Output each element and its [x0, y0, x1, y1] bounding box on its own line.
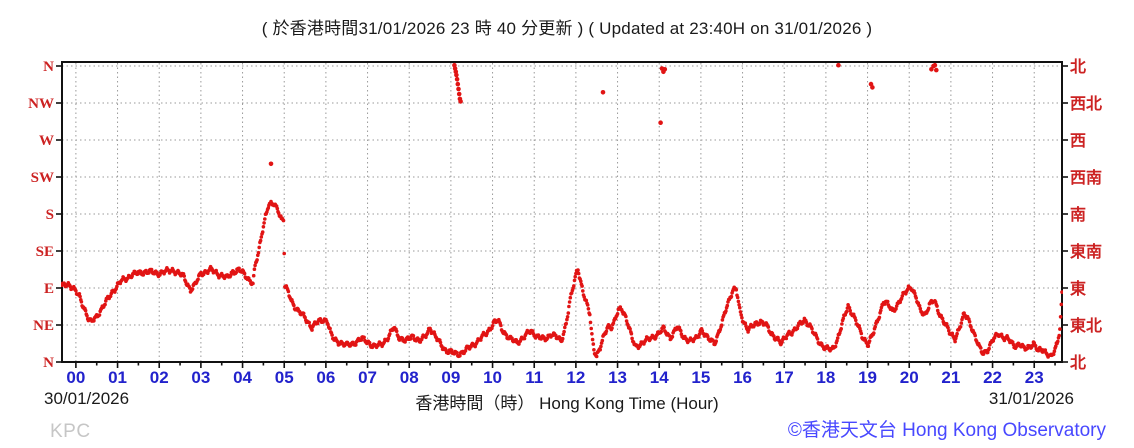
hour-label: 00: [66, 368, 85, 387]
hour-label: 08: [400, 368, 419, 387]
hour-label: 04: [233, 368, 252, 387]
end-date-label: 31/01/2026: [988, 389, 1074, 408]
y-axis-labels-left: N NE E SE S SW W NW N: [28, 59, 54, 371]
hour-label: 05: [275, 368, 294, 387]
hour-label: 18: [816, 368, 835, 387]
compass-label-right: 北: [1070, 58, 1086, 76]
hour-label: 14: [650, 368, 669, 387]
hour-label: 23: [1025, 368, 1044, 387]
compass-label-left: NW: [28, 96, 54, 112]
compass-label-right: 東: [1070, 279, 1086, 298]
x-axis-hour-labels: 00 01 02 03 04 05 06 07 08 09 10 11 12 13 14 15 16 17 18 19…: [66, 368, 1043, 387]
compass-label-right: 西南: [1070, 168, 1102, 187]
hour-label: 06: [316, 368, 335, 387]
compass-label-right: 東南: [1070, 242, 1102, 261]
compass-label-right: 東北: [1070, 316, 1102, 335]
compass-label-right: 南: [1070, 205, 1086, 224]
hour-label: 01: [108, 368, 127, 387]
hour-label: 07: [358, 368, 377, 387]
hour-label: 02: [150, 368, 169, 387]
compass-label-left: NE: [33, 318, 54, 334]
hour-label: 15: [691, 368, 710, 387]
hour-label: 19: [858, 368, 877, 387]
hour-label: 21: [941, 368, 960, 387]
compass-label-right: 北: [1070, 354, 1086, 372]
hour-label: 22: [983, 368, 1002, 387]
axis-ticks: [56, 65, 1068, 368]
hour-label: 20: [900, 368, 919, 387]
chart-title: ( 於香港時間31/01/2026 23 時 40 分更新 ) ( Update…: [261, 19, 873, 38]
station-code-label: KPC: [50, 421, 91, 442]
compass-label-left: N: [43, 355, 54, 371]
compass-label-left: E: [44, 281, 54, 297]
plot-frame: [61, 61, 1063, 363]
compass-label-left: SW: [31, 170, 54, 186]
hour-label: 12: [566, 368, 585, 387]
copyright-label: ©香港天文台 Hong Kong Observatory: [787, 420, 1106, 441]
hour-label: 09: [441, 368, 460, 387]
wind-direction-series: [61, 199, 1063, 359]
compass-label-left: SE: [36, 244, 54, 260]
hour-label: 13: [608, 368, 627, 387]
compass-label-left: S: [46, 207, 54, 223]
wind-direction-outliers: [268, 62, 939, 167]
compass-label-right: 西北: [1070, 95, 1102, 113]
grid: [62, 63, 1062, 361]
compass-label-right: 西: [1070, 132, 1086, 150]
hour-label: 03: [191, 368, 210, 387]
hour-label: 16: [733, 368, 752, 387]
start-date-label: 30/01/2026: [44, 389, 130, 408]
hour-label: 17: [775, 368, 794, 387]
hour-label: 10: [483, 368, 502, 387]
hour-label: 11: [525, 368, 543, 387]
compass-label-left: N: [43, 59, 54, 75]
compass-label-left: W: [39, 133, 54, 149]
x-axis-label: 香港時間（時） Hong Kong Time (Hour): [415, 394, 719, 413]
